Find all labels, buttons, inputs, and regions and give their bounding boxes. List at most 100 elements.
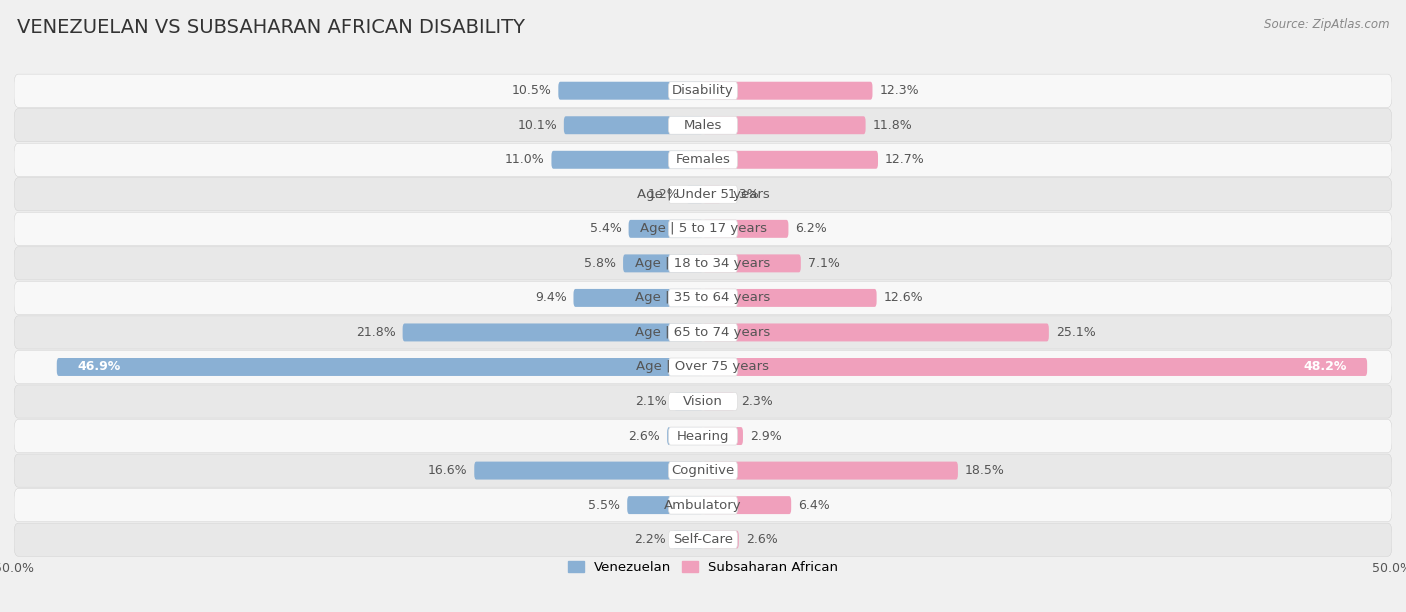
Text: 18.5%: 18.5% [965,464,1005,477]
FancyBboxPatch shape [551,151,703,169]
Text: Age | 65 to 74 years: Age | 65 to 74 years [636,326,770,339]
FancyBboxPatch shape [14,177,1392,211]
FancyBboxPatch shape [669,255,738,272]
Text: Hearing: Hearing [676,430,730,442]
FancyBboxPatch shape [558,82,703,100]
FancyBboxPatch shape [669,82,738,100]
Text: Age | 5 to 17 years: Age | 5 to 17 years [640,222,766,236]
Text: 1.2%: 1.2% [648,188,679,201]
FancyBboxPatch shape [669,185,738,203]
FancyBboxPatch shape [14,109,1392,142]
Text: 10.1%: 10.1% [517,119,557,132]
Text: Ambulatory: Ambulatory [664,499,742,512]
FancyBboxPatch shape [703,324,1049,341]
FancyBboxPatch shape [14,454,1392,487]
FancyBboxPatch shape [14,523,1392,556]
Text: Cognitive: Cognitive [672,464,734,477]
Text: Age | Over 75 years: Age | Over 75 years [637,360,769,373]
FancyBboxPatch shape [686,185,703,203]
FancyBboxPatch shape [402,324,703,341]
Text: VENEZUELAN VS SUBSAHARAN AFRICAN DISABILITY: VENEZUELAN VS SUBSAHARAN AFRICAN DISABIL… [17,18,524,37]
Text: 21.8%: 21.8% [356,326,395,339]
Text: Age | Under 5 years: Age | Under 5 years [637,188,769,201]
Text: 2.6%: 2.6% [745,533,778,546]
Text: 10.5%: 10.5% [512,84,551,97]
FancyBboxPatch shape [564,116,703,134]
Text: 9.4%: 9.4% [534,291,567,304]
Text: 6.2%: 6.2% [796,222,827,236]
Text: 2.1%: 2.1% [636,395,668,408]
Text: 2.2%: 2.2% [634,533,666,546]
Text: 2.3%: 2.3% [741,395,773,408]
Text: Males: Males [683,119,723,132]
FancyBboxPatch shape [628,220,703,238]
FancyBboxPatch shape [703,82,873,100]
FancyBboxPatch shape [669,461,738,480]
FancyBboxPatch shape [703,531,738,548]
Text: 25.1%: 25.1% [1056,326,1095,339]
FancyBboxPatch shape [669,531,738,548]
FancyBboxPatch shape [56,358,703,376]
FancyBboxPatch shape [14,351,1392,384]
FancyBboxPatch shape [623,255,703,272]
FancyBboxPatch shape [703,496,792,514]
FancyBboxPatch shape [669,392,738,411]
FancyBboxPatch shape [669,289,738,307]
FancyBboxPatch shape [703,185,721,203]
FancyBboxPatch shape [703,392,735,411]
FancyBboxPatch shape [14,282,1392,315]
FancyBboxPatch shape [703,151,877,169]
Text: 46.9%: 46.9% [77,360,121,373]
Text: 6.4%: 6.4% [799,499,830,512]
Text: 1.3%: 1.3% [728,188,759,201]
Text: 2.6%: 2.6% [628,430,661,442]
Text: 5.8%: 5.8% [585,257,616,270]
Text: 5.4%: 5.4% [591,222,621,236]
Text: 12.7%: 12.7% [884,153,925,166]
Text: 12.6%: 12.6% [883,291,924,304]
Text: 7.1%: 7.1% [807,257,839,270]
FancyBboxPatch shape [703,255,801,272]
FancyBboxPatch shape [703,116,866,134]
Text: Source: ZipAtlas.com: Source: ZipAtlas.com [1264,18,1389,31]
FancyBboxPatch shape [669,427,738,445]
FancyBboxPatch shape [668,427,703,445]
Text: Females: Females [675,153,731,166]
Text: Vision: Vision [683,395,723,408]
FancyBboxPatch shape [672,531,703,548]
FancyBboxPatch shape [669,220,738,238]
FancyBboxPatch shape [703,220,789,238]
Text: Self-Care: Self-Care [673,533,733,546]
Text: 11.8%: 11.8% [873,119,912,132]
FancyBboxPatch shape [703,461,957,480]
FancyBboxPatch shape [627,496,703,514]
FancyBboxPatch shape [669,151,738,169]
Text: Disability: Disability [672,84,734,97]
FancyBboxPatch shape [669,116,738,134]
FancyBboxPatch shape [14,143,1392,176]
FancyBboxPatch shape [14,74,1392,107]
FancyBboxPatch shape [673,392,703,411]
Text: 48.2%: 48.2% [1303,360,1347,373]
Text: Age | 35 to 64 years: Age | 35 to 64 years [636,291,770,304]
FancyBboxPatch shape [14,419,1392,453]
FancyBboxPatch shape [703,289,876,307]
Text: 12.3%: 12.3% [879,84,920,97]
Text: 5.5%: 5.5% [588,499,620,512]
FancyBboxPatch shape [669,496,738,514]
Text: Age | 18 to 34 years: Age | 18 to 34 years [636,257,770,270]
Text: 16.6%: 16.6% [427,464,467,477]
Text: 11.0%: 11.0% [505,153,544,166]
FancyBboxPatch shape [14,247,1392,280]
FancyBboxPatch shape [703,427,742,445]
Text: 2.9%: 2.9% [749,430,782,442]
FancyBboxPatch shape [574,289,703,307]
FancyBboxPatch shape [14,385,1392,418]
FancyBboxPatch shape [669,324,738,341]
Legend: Venezuelan, Subsaharan African: Venezuelan, Subsaharan African [562,556,844,580]
FancyBboxPatch shape [474,461,703,480]
FancyBboxPatch shape [14,488,1392,521]
FancyBboxPatch shape [14,316,1392,349]
FancyBboxPatch shape [14,212,1392,245]
FancyBboxPatch shape [669,358,738,376]
